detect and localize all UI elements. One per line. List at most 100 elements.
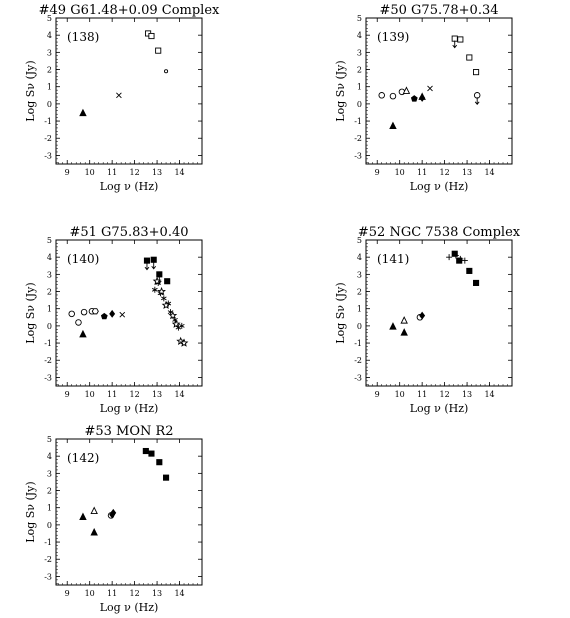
data-point-cross <box>116 92 122 99</box>
x-tick-label: 12 <box>440 390 450 399</box>
source-number: (138) <box>67 30 99 44</box>
data-point-square-filled <box>156 271 163 278</box>
data-point-square-filled <box>142 447 149 455</box>
data-point-asterisk <box>152 286 158 293</box>
y-tick-label: 4 <box>357 253 362 262</box>
panel-5: #53 MON R2(142)9 10 11 12 13 14-3-2-1012345Lo… <box>24 424 203 614</box>
data-point-star-open <box>157 286 166 296</box>
data-point-star-open <box>176 336 186 346</box>
y-tick-label: 1 <box>47 504 52 513</box>
panel-title: #50 G75.78+0.34 <box>379 3 498 18</box>
y-tick-label: 2 <box>357 66 362 75</box>
y-axis-label: Log Sν (Jy) <box>24 60 37 121</box>
y-axis-label: Log Sν (Jy) <box>24 481 37 542</box>
plot-frame <box>55 17 203 165</box>
x-tick-label: 11 <box>107 168 117 177</box>
y-tick-label: 2 <box>357 288 362 297</box>
y-tick-label: 1 <box>47 83 52 92</box>
x-axis-label: Log ν (Hz) <box>410 402 469 415</box>
y-tick-label: 5 <box>47 435 52 444</box>
x-tick-label: 11 <box>107 589 117 598</box>
data-point-upper-limit <box>452 40 458 49</box>
x-axis-label: Log ν (Hz) <box>100 180 159 193</box>
data-point-cross <box>427 85 433 92</box>
data-point-circle-open <box>68 310 75 318</box>
y-tick-label: -2 <box>354 134 362 143</box>
x-axis-label: Log ν (Hz) <box>410 180 469 193</box>
y-tick-label: 1 <box>357 83 362 92</box>
y-tick-label: 4 <box>47 452 52 461</box>
data-point-square-open <box>466 54 473 61</box>
data-point-triangle-filled <box>79 108 87 117</box>
y-tick-label: -1 <box>354 339 362 348</box>
y-tick-label: -3 <box>44 373 52 382</box>
y-tick-label: 0 <box>47 322 52 331</box>
x-tick-label: 11 <box>417 168 427 177</box>
y-tick-label: -1 <box>44 117 52 126</box>
data-point-diamond-filled <box>419 311 426 320</box>
x-tick-label: 13 <box>152 390 162 399</box>
y-tick-label: 5 <box>47 236 52 245</box>
data-point-triangle-filled <box>79 512 87 521</box>
y-tick-label: -1 <box>44 339 52 348</box>
plot-frame <box>55 438 203 586</box>
panel-1: #49 G61.48+0.09 Complex(138)9 10 11 12 13 14-… <box>24 3 220 193</box>
x-tick-label: 9 <box>65 390 70 399</box>
data-point-asterisk <box>160 295 167 302</box>
panel-2: #50 G75.78+0.34(139)9 10 11 12 13 14-3-2-1012… <box>334 3 513 193</box>
data-point-hexagon-open <box>91 308 99 315</box>
source-number: (141) <box>377 252 409 266</box>
y-axis-label: Log Sν (Jy) <box>334 282 347 343</box>
x-tick-label: 9 <box>65 589 70 598</box>
data-point-square-open <box>451 35 458 42</box>
plot-frame <box>365 239 513 387</box>
plot-frame <box>365 17 513 165</box>
panel-title: #51 G75.83+0.40 <box>69 225 188 240</box>
data-point-pentagon-filled <box>100 312 108 320</box>
x-tick-label: 12 <box>130 168 140 177</box>
x-tick-label: 14 <box>484 390 494 399</box>
source-number: (139) <box>377 30 409 44</box>
data-point-star-open <box>171 319 181 328</box>
y-tick-label: -2 <box>44 356 52 365</box>
y-tick-label: -3 <box>354 373 362 382</box>
data-point-star-open <box>168 310 178 320</box>
y-axis-label: Log Sν (Jy) <box>334 60 347 121</box>
source-number: (142) <box>67 451 99 465</box>
x-tick-label: 10 <box>85 589 95 598</box>
data-point-plus <box>461 257 468 264</box>
y-tick-label: -1 <box>354 117 362 126</box>
y-tick-label: -2 <box>354 356 362 365</box>
data-point-circle-small <box>164 69 169 74</box>
x-tick-label: 12 <box>130 589 140 598</box>
data-point-square-filled <box>164 278 171 285</box>
y-axis-label: Log Sν (Jy) <box>24 282 37 343</box>
y-tick-label: 0 <box>47 521 52 530</box>
plot-frame <box>55 239 203 387</box>
data-point-star-open <box>152 276 162 285</box>
panel-3: #51 G75.83+0.40(140)9 10 11 12 13 14-3-2-1012… <box>24 225 203 415</box>
y-tick-label: 3 <box>47 469 52 478</box>
data-point-triangle-filled <box>400 328 408 336</box>
y-tick-label: 5 <box>47 14 52 23</box>
data-point-circle-open <box>378 92 385 99</box>
data-point-square-filled <box>150 256 157 263</box>
x-tick-label: 10 <box>85 390 95 399</box>
y-tick-label: 3 <box>357 48 362 57</box>
y-tick-label: 2 <box>47 487 52 496</box>
data-point-circle-open <box>75 319 82 326</box>
data-point-pentagon-filled <box>410 95 418 102</box>
panel-title: #52 NGC 7538 Complex <box>358 225 521 240</box>
data-point-diamond-filled <box>109 309 116 318</box>
y-tick-label: 0 <box>357 322 362 331</box>
y-tick-label: -2 <box>44 134 52 143</box>
data-point-star-open <box>179 338 189 347</box>
x-tick-label: 11 <box>417 390 427 399</box>
source-number: (140) <box>67 252 99 266</box>
x-axis-label: Log ν (Hz) <box>100 402 159 415</box>
data-point-square-open <box>148 32 155 40</box>
data-point-circle-open <box>389 92 397 100</box>
x-tick-label: 14 <box>174 168 184 177</box>
data-point-circle-open <box>80 308 88 316</box>
